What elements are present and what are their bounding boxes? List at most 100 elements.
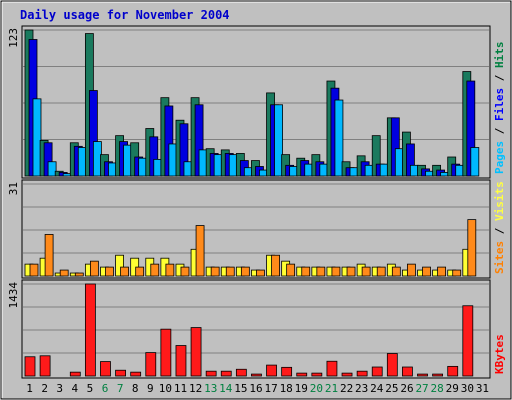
bar-pages-day-2 xyxy=(47,161,57,177)
legend-entry: Visits xyxy=(493,181,506,221)
bar-sites-day-5 xyxy=(89,260,99,277)
bar-kbytes-day-4 xyxy=(69,371,81,377)
bar-sites-day-14 xyxy=(225,266,235,277)
bars-middle xyxy=(24,219,477,277)
x-tick-label-6: 6 xyxy=(102,382,109,395)
y-max-label: 1434 xyxy=(7,282,20,309)
bar-sites-day-1 xyxy=(29,263,39,277)
bar-pages-day-1 xyxy=(32,98,42,177)
x-tick-label-3: 3 xyxy=(56,382,63,395)
bars-bottom xyxy=(24,283,474,377)
x-tick-label-8: 8 xyxy=(132,382,139,395)
bar-sites-day-10 xyxy=(165,263,175,277)
x-tick-label-23: 23 xyxy=(355,382,368,395)
bar-sites-day-4 xyxy=(74,272,84,277)
x-tick-label-29: 29 xyxy=(446,382,459,395)
bar-sites-day-9 xyxy=(150,263,160,277)
bar-kbytes-day-1 xyxy=(24,356,36,377)
bar-sites-day-23 xyxy=(361,266,371,277)
bar-kbytes-day-26 xyxy=(402,366,413,377)
bar-sites-day-27 xyxy=(422,266,431,277)
panel-middle: 31 Sites / Visits xyxy=(7,179,506,279)
panel-background xyxy=(21,179,491,279)
bar-sites-day-7 xyxy=(120,266,129,277)
x-tick-label-26: 26 xyxy=(400,382,413,395)
bar-sites-day-29 xyxy=(452,269,462,277)
bar-kbytes-day-2 xyxy=(39,355,51,377)
legend-entry: Files xyxy=(493,88,506,121)
legend-entry: / xyxy=(493,121,506,141)
bar-kbytes-day-28 xyxy=(432,373,444,377)
x-tick-label-16: 16 xyxy=(249,382,262,395)
x-tick-label-22: 22 xyxy=(340,382,353,395)
bar-sites-day-22 xyxy=(346,266,356,277)
x-tick-label-10: 10 xyxy=(159,382,172,395)
x-tick-label-18: 18 xyxy=(280,382,293,395)
bar-kbytes-day-18 xyxy=(281,366,293,377)
bar-sites-day-19 xyxy=(301,266,311,277)
bar-pages-day-17 xyxy=(274,104,283,177)
bar-kbytes-day-17 xyxy=(266,364,277,377)
x-tick-label-4: 4 xyxy=(72,382,79,395)
bar-sites-day-12 xyxy=(195,225,205,277)
series-legend: Pages / Files / Hits xyxy=(493,42,506,175)
series-legend: Sites / Visits xyxy=(493,181,506,274)
bar-sites-day-28 xyxy=(437,266,447,277)
bar-sites-day-6 xyxy=(105,266,114,277)
x-tick-label-11: 11 xyxy=(174,382,187,395)
bar-pages-day-21 xyxy=(334,99,344,177)
x-tick-label-9: 9 xyxy=(147,382,154,395)
legend-entry: / xyxy=(493,68,506,88)
bar-sites-day-16 xyxy=(256,269,265,277)
x-tick-label-7: 7 xyxy=(117,382,124,395)
x-tick-label-2: 2 xyxy=(41,382,48,395)
bar-sites-day-26 xyxy=(407,263,416,277)
bar-kbytes-day-8 xyxy=(130,371,142,377)
x-tick-label-28: 28 xyxy=(431,382,444,395)
x-tick-label-30: 30 xyxy=(461,382,474,395)
bar-sites-day-30 xyxy=(467,219,477,277)
chart-panels: 123 Pages / Files / Hits 31 Sites / Visits 1… xyxy=(7,25,506,379)
bar-sites-day-8 xyxy=(135,266,145,277)
bar-kbytes-day-11 xyxy=(175,345,187,377)
bar-sites-day-17 xyxy=(271,254,280,277)
bar-kbytes-day-16 xyxy=(251,373,262,377)
bar-kbytes-day-6 xyxy=(100,361,111,377)
bar-kbytes-day-25 xyxy=(386,353,398,377)
series-legend: KBytes xyxy=(493,334,506,374)
panel-bottom: 1434 KBytes xyxy=(7,279,506,379)
y-max-label: 123 xyxy=(7,28,20,48)
bars-top xyxy=(24,29,480,177)
x-axis-labels: 1 2 3 4 5 6 7 8 9 10 11 12 13 14 15 16 17 18 19 20 21 22 23 24 2… xyxy=(26,382,489,395)
bar-kbytes-day-29 xyxy=(447,365,459,377)
bar-kbytes-day-12 xyxy=(190,327,202,377)
bar-kbytes-day-15 xyxy=(235,368,247,377)
x-tick-label-25: 25 xyxy=(385,382,398,395)
x-tick-label-12: 12 xyxy=(189,382,202,395)
x-tick-label-19: 19 xyxy=(295,382,308,395)
bar-sites-day-25 xyxy=(391,266,401,277)
bar-sites-day-13 xyxy=(210,266,220,277)
legend-entry: Pages xyxy=(493,141,506,174)
bar-visits-day-7 xyxy=(115,254,124,277)
bar-sites-day-24 xyxy=(376,266,386,277)
x-tick-label-17: 17 xyxy=(264,382,277,395)
bar-sites-day-11 xyxy=(180,266,190,277)
bar-sites-day-2 xyxy=(44,234,54,277)
x-tick-label-21: 21 xyxy=(325,382,338,395)
bar-sites-day-15 xyxy=(240,266,250,277)
x-tick-label-24: 24 xyxy=(370,382,384,395)
panel-background xyxy=(21,279,491,379)
bar-sites-day-18 xyxy=(286,263,296,277)
bar-kbytes-day-20 xyxy=(311,372,323,377)
bar-sites-day-21 xyxy=(331,266,341,277)
x-tick-label-5: 5 xyxy=(87,382,94,395)
panel-top: 123 Pages / Files / Hits xyxy=(7,25,506,179)
bar-kbytes-day-27 xyxy=(417,373,428,377)
bar-pages-day-30 xyxy=(470,147,480,177)
x-tick-label-20: 20 xyxy=(310,382,323,395)
x-tick-label-27: 27 xyxy=(415,382,428,395)
bar-kbytes-day-14 xyxy=(220,370,232,377)
chart-title: Daily usage for November 2004 xyxy=(20,8,230,22)
